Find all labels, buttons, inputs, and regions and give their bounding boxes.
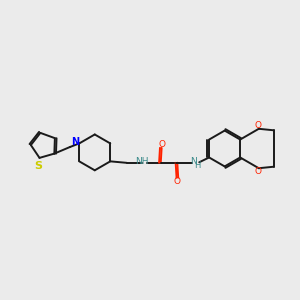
Text: N: N <box>72 137 80 147</box>
Text: O: O <box>255 167 262 176</box>
Text: O: O <box>158 140 165 148</box>
Text: S: S <box>34 161 42 172</box>
Text: O: O <box>173 177 180 186</box>
Text: H: H <box>195 161 201 170</box>
Text: NH: NH <box>136 158 149 166</box>
Text: N: N <box>190 157 197 166</box>
Text: O: O <box>255 121 262 130</box>
